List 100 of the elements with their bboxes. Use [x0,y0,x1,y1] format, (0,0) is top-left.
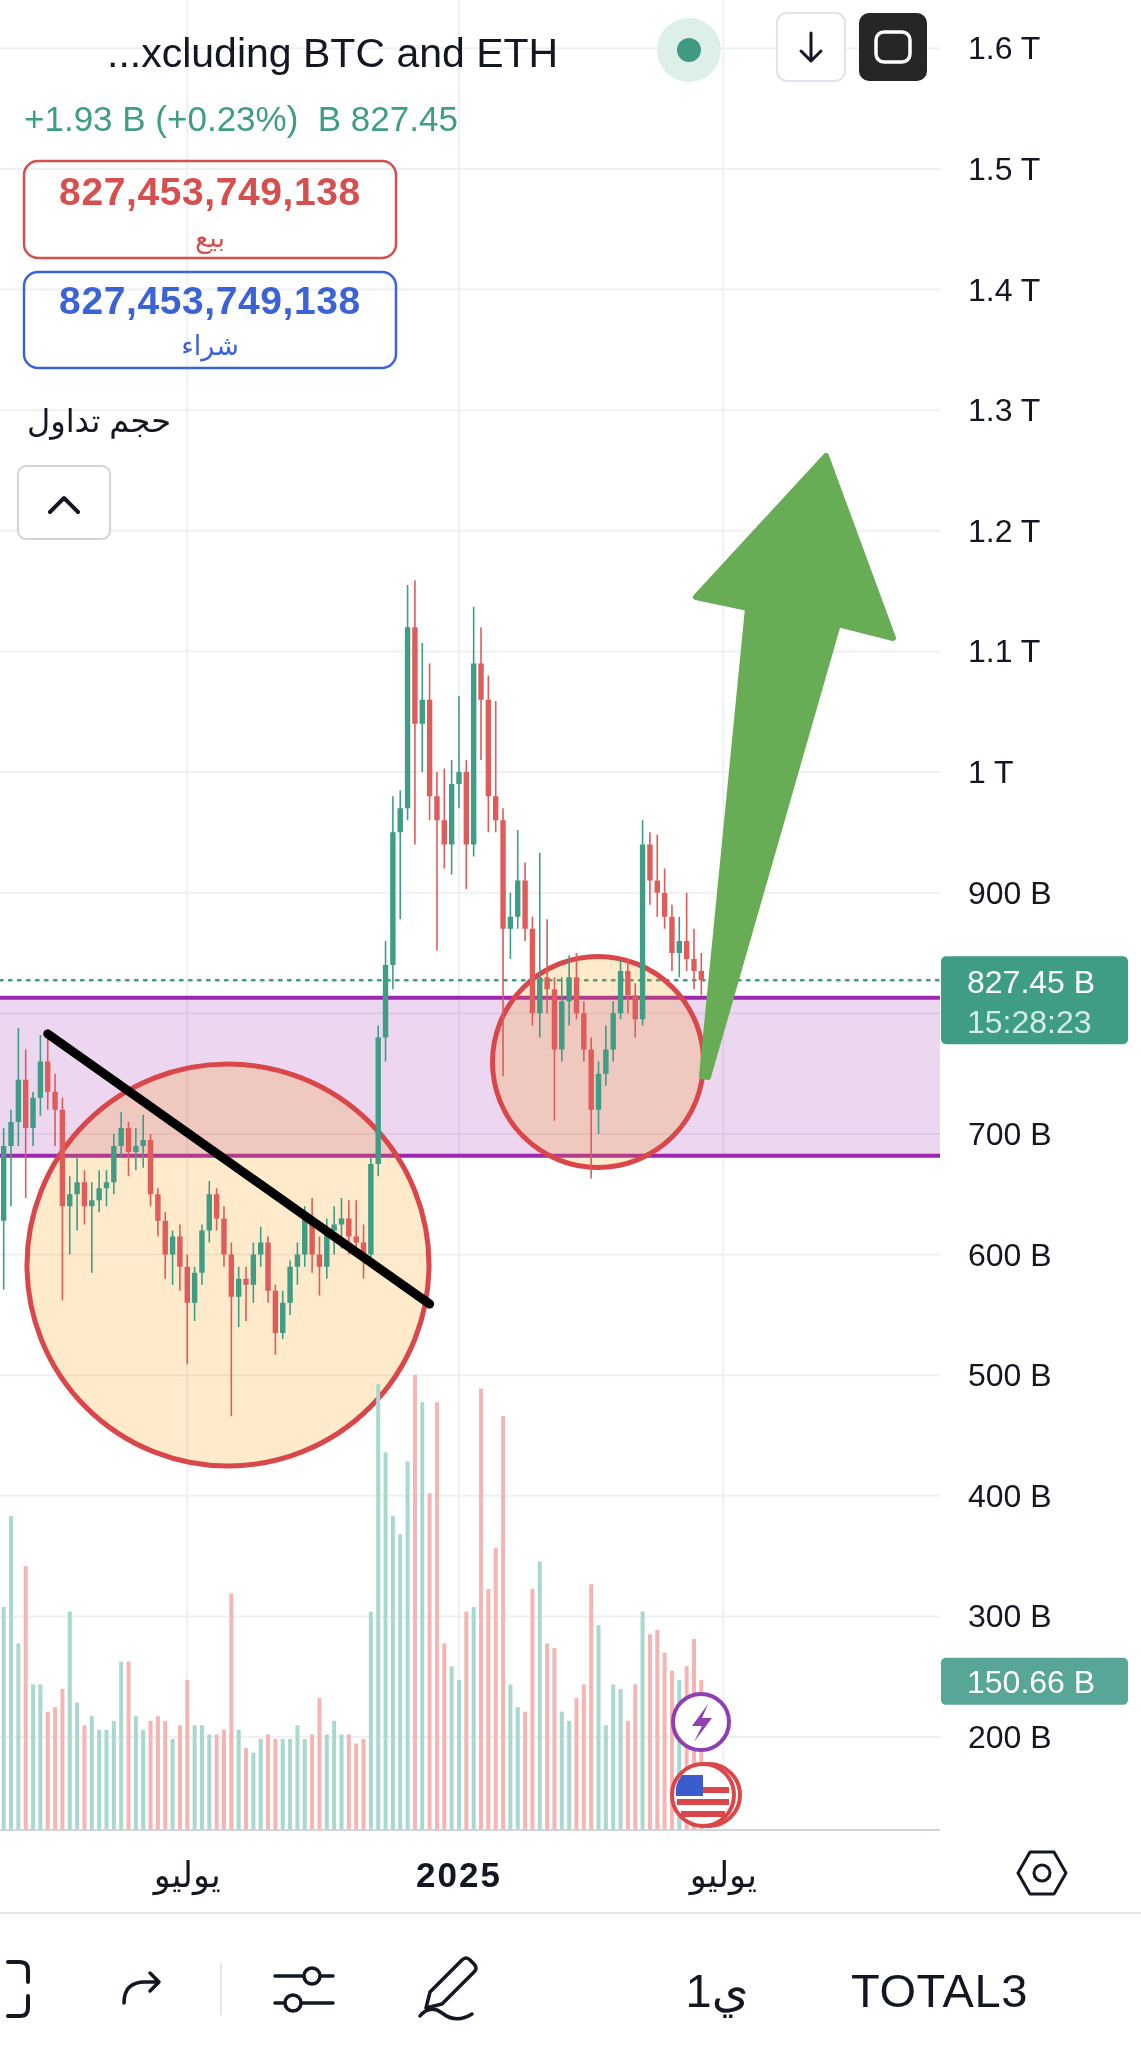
bar [214,1734,219,1830]
candlestick [434,772,440,951]
bar [640,1611,645,1830]
candlestick [177,1224,183,1291]
bar [1,1607,6,1830]
bar [170,1739,175,1830]
y-tick-label: 200 B [968,1719,1052,1756]
bar [589,1584,594,1830]
candlestick [96,1170,102,1213]
annotation: 827,453,749,138 [59,279,361,322]
text: ...xcluding BTC and ETH [107,30,559,76]
bar [625,1720,630,1830]
candlestick [67,1176,73,1255]
bar [574,1698,579,1830]
candlestick [603,1025,609,1086]
candlestick [500,808,506,1077]
candlestick [258,1226,264,1267]
candlestick [691,928,697,990]
y-tick-label: 900 B [968,874,1052,911]
y-tick-label: 1.1 T [968,633,1041,670]
bar [148,1720,153,1830]
candlestick [581,1001,587,1062]
bar [464,1611,469,1830]
candlestick [8,1109,14,1207]
text: +1.93 B (+0.23%) B 827.45 [24,99,458,138]
bar [280,1739,285,1830]
text: TOTAL3 [851,1964,1028,2017]
bar [104,1729,109,1830]
text: 1ي [685,1964,749,2018]
bar [133,1716,138,1830]
bar [155,1716,160,1830]
chart-title: حجم تداول [27,403,171,440]
ref-line-label: 827.45 B [967,964,1096,1001]
candlestick [30,1091,36,1147]
candlestick [287,1260,293,1315]
candlestick [529,916,536,1026]
bar [442,1643,447,1830]
candlestick [566,955,572,1026]
candlestick [184,1254,190,1365]
bar [258,1739,263,1830]
bar [530,1588,535,1830]
bar [456,1679,461,1830]
candlestick [206,1181,212,1243]
bar [501,1415,506,1830]
bar [339,1734,344,1830]
candlestick [647,832,653,905]
bar [515,1707,520,1830]
bar [177,1725,182,1830]
annotation: شراء [181,331,239,362]
bar [486,1588,491,1830]
bar [199,1725,204,1830]
candlestick [478,627,484,760]
bar [288,1739,293,1830]
bar [23,1566,28,1830]
bar [354,1743,359,1830]
bar [273,1739,278,1830]
bar [221,1729,226,1830]
bar [207,1734,212,1830]
bar [126,1661,131,1830]
bar [31,1684,36,1830]
bar [376,1384,381,1830]
bar [361,1739,366,1830]
y-tick-label: 500 B [968,1357,1052,1394]
bar [111,1720,116,1830]
candlestick [155,1188,161,1237]
bar [185,1679,190,1830]
text: 150.66 B [967,1663,1096,1700]
annotation: بيع [194,223,226,254]
bar [310,1734,315,1830]
bar [9,1516,14,1830]
text: 15:28:23 [967,1004,1092,1041]
y-tick-label: 1.4 T [968,271,1041,308]
bar [633,1684,638,1830]
y-tick-label: 1.2 T [968,512,1041,549]
candlestick [456,696,462,809]
candlestick [162,1212,168,1279]
candlestick [441,768,447,869]
bar [390,1516,395,1830]
y-tick-label: 1 T [968,754,1014,791]
candlestick [610,1001,616,1062]
bar [662,1652,667,1830]
bar [302,1739,307,1830]
candlestick [89,1182,95,1273]
candlestick [52,1073,58,1147]
bar [655,1629,660,1830]
bar [420,1402,425,1830]
bar [141,1729,146,1830]
bar [368,1611,373,1830]
bar [38,1684,43,1830]
candlestick [632,983,638,1038]
bar [611,1684,616,1830]
candlestick [397,790,403,920]
bar [229,1593,234,1830]
candlestick [676,916,682,978]
bar [119,1661,124,1830]
candlestick [280,1290,286,1340]
candlestick [265,1236,271,1303]
bar [16,1643,21,1830]
bar [67,1611,72,1830]
x-tick-label: يوليو [687,1855,757,1896]
